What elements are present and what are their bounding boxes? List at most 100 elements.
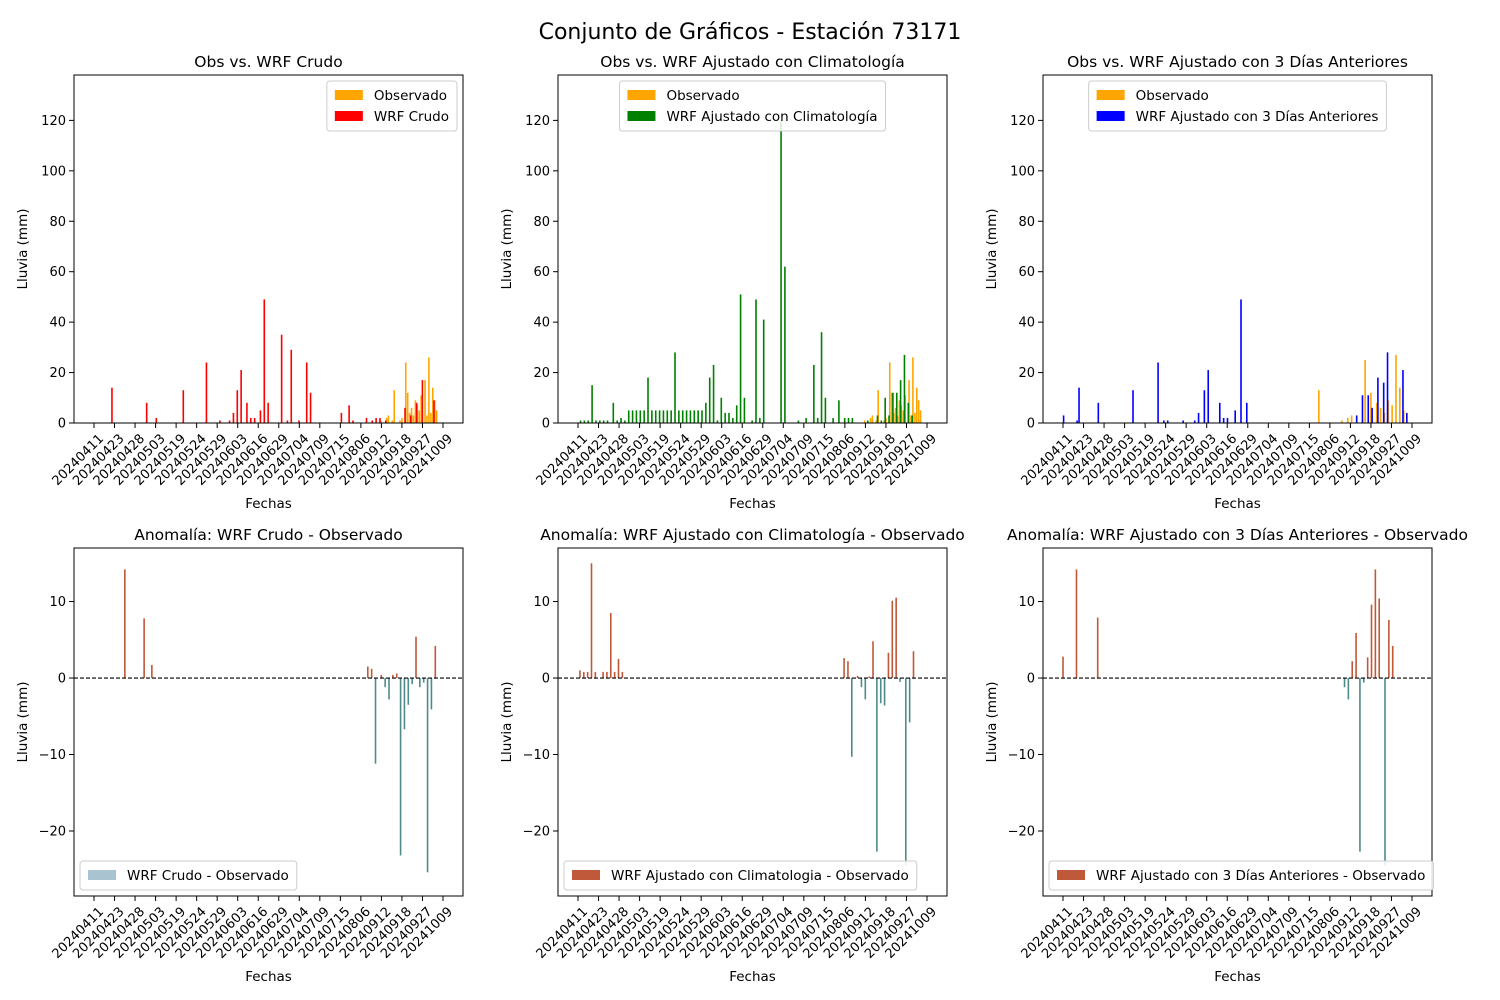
bar xyxy=(384,678,386,688)
chart-p6: Anomalía: WRF Ajustado con 3 Días Anteri… xyxy=(984,526,1468,985)
bar xyxy=(404,407,406,423)
bar xyxy=(1350,415,1353,423)
bar xyxy=(1203,390,1206,423)
bar xyxy=(579,420,582,423)
bar xyxy=(419,678,421,688)
bar xyxy=(805,417,807,423)
bar xyxy=(1406,412,1408,423)
bar xyxy=(395,673,398,679)
bar xyxy=(639,410,642,423)
plot-title: Obs vs. WRF Ajustado con 3 Días Anterior… xyxy=(1067,53,1408,71)
bar xyxy=(602,420,605,423)
legend-label: WRF Crudo - Observado xyxy=(127,868,289,884)
chart-p4: Anomalía: WRF Crudo - Observado −20 −10 0 10… xyxy=(15,526,464,985)
bar xyxy=(876,415,879,423)
bar xyxy=(616,420,618,423)
chart-p3: Obs vs. WRF Ajustado con 3 Días Anterior… xyxy=(984,53,1433,512)
bar xyxy=(895,597,897,679)
bar xyxy=(911,415,913,423)
bar xyxy=(890,392,893,423)
bar xyxy=(590,563,593,679)
bar xyxy=(253,417,256,423)
x-axis-label: Fechas xyxy=(1214,496,1261,512)
legend-swatch xyxy=(1096,111,1125,121)
bar xyxy=(594,671,597,679)
bar xyxy=(832,417,834,423)
y-tick-label: 0 xyxy=(1027,672,1035,687)
y-tick-label: 40 xyxy=(1018,316,1035,331)
bar xyxy=(883,678,886,706)
bar xyxy=(743,397,746,423)
y-tick-label: 80 xyxy=(1018,215,1035,230)
bar xyxy=(595,420,597,423)
bar xyxy=(232,412,235,423)
bar xyxy=(401,417,403,423)
bar xyxy=(431,387,434,423)
bar xyxy=(784,266,786,423)
bar xyxy=(681,410,684,423)
bar xyxy=(280,334,283,423)
bar xyxy=(587,420,590,423)
bar xyxy=(340,412,343,423)
bar xyxy=(240,370,242,423)
bar xyxy=(701,410,703,423)
bar xyxy=(434,645,437,679)
y-tick-label: 100 xyxy=(1010,164,1035,179)
bar xyxy=(1343,678,1346,688)
legend-label: WRF Ajustado con Climatologia - Observad… xyxy=(611,868,909,884)
axes-frame xyxy=(73,74,464,424)
bar xyxy=(290,349,293,423)
axes-frame xyxy=(73,547,464,897)
y-tick-label: 80 xyxy=(49,215,66,230)
legend-box xyxy=(618,80,887,132)
bar xyxy=(843,417,846,423)
plot-title: Anomalía: WRF Ajustado con Climatología … xyxy=(540,526,965,544)
legend-swatch xyxy=(88,870,116,880)
bar xyxy=(579,670,581,679)
bar xyxy=(387,415,390,423)
bar xyxy=(606,671,608,679)
bar xyxy=(1075,569,1078,679)
bar xyxy=(883,420,885,423)
bar xyxy=(1240,299,1242,423)
bar xyxy=(843,658,845,679)
bar xyxy=(259,410,262,423)
bar xyxy=(693,410,696,423)
bar xyxy=(613,671,616,679)
bar xyxy=(635,410,638,423)
bar xyxy=(617,658,620,679)
bar xyxy=(880,420,883,423)
bar xyxy=(1391,405,1393,423)
bar xyxy=(1097,402,1100,423)
bar xyxy=(838,400,840,423)
axes-frame xyxy=(1042,74,1433,424)
bar xyxy=(1226,417,1229,423)
bar xyxy=(1351,661,1354,679)
bar xyxy=(352,420,354,423)
bar xyxy=(851,678,853,757)
y-tick-label: 120 xyxy=(41,114,66,129)
bar xyxy=(654,410,657,423)
legend-label: WRF Ajustado con 3 Días Anteriores - Obs… xyxy=(1096,868,1425,884)
bar xyxy=(887,652,890,679)
bar xyxy=(720,397,723,423)
bar xyxy=(426,678,429,873)
bar xyxy=(762,319,765,423)
bar xyxy=(228,420,231,423)
legend-swatch xyxy=(627,90,656,100)
bar xyxy=(426,415,428,423)
bar xyxy=(403,678,406,730)
bar xyxy=(1359,678,1361,852)
bar xyxy=(1222,417,1225,423)
plot-title: Anomalía: WRF Crudo - Observado xyxy=(134,526,403,544)
bar xyxy=(1361,395,1364,423)
bar xyxy=(860,678,863,688)
bar xyxy=(583,420,586,423)
bar xyxy=(888,362,891,423)
bar xyxy=(898,400,901,423)
bar xyxy=(371,420,374,423)
x-axis-label: Fechas xyxy=(245,496,292,512)
bar xyxy=(1096,617,1099,679)
y-tick-label: 120 xyxy=(525,114,550,129)
axes-frame xyxy=(557,74,948,424)
